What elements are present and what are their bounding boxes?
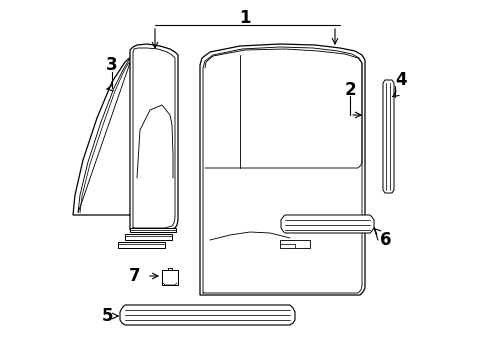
Polygon shape: [280, 244, 295, 248]
Polygon shape: [118, 242, 165, 248]
Polygon shape: [280, 240, 310, 248]
Polygon shape: [125, 234, 172, 240]
Polygon shape: [130, 228, 176, 232]
Polygon shape: [73, 54, 137, 215]
Text: 2: 2: [345, 81, 357, 99]
Text: 6: 6: [380, 231, 392, 249]
Polygon shape: [120, 305, 295, 325]
Polygon shape: [200, 44, 365, 295]
Polygon shape: [162, 270, 178, 285]
Polygon shape: [383, 80, 394, 193]
Text: 4: 4: [395, 71, 407, 89]
Text: 1: 1: [239, 9, 251, 27]
Text: 5: 5: [101, 307, 113, 325]
Polygon shape: [281, 215, 374, 233]
Polygon shape: [130, 44, 178, 230]
Text: 3: 3: [106, 56, 118, 74]
Polygon shape: [78, 59, 131, 213]
Text: 7: 7: [128, 267, 140, 285]
